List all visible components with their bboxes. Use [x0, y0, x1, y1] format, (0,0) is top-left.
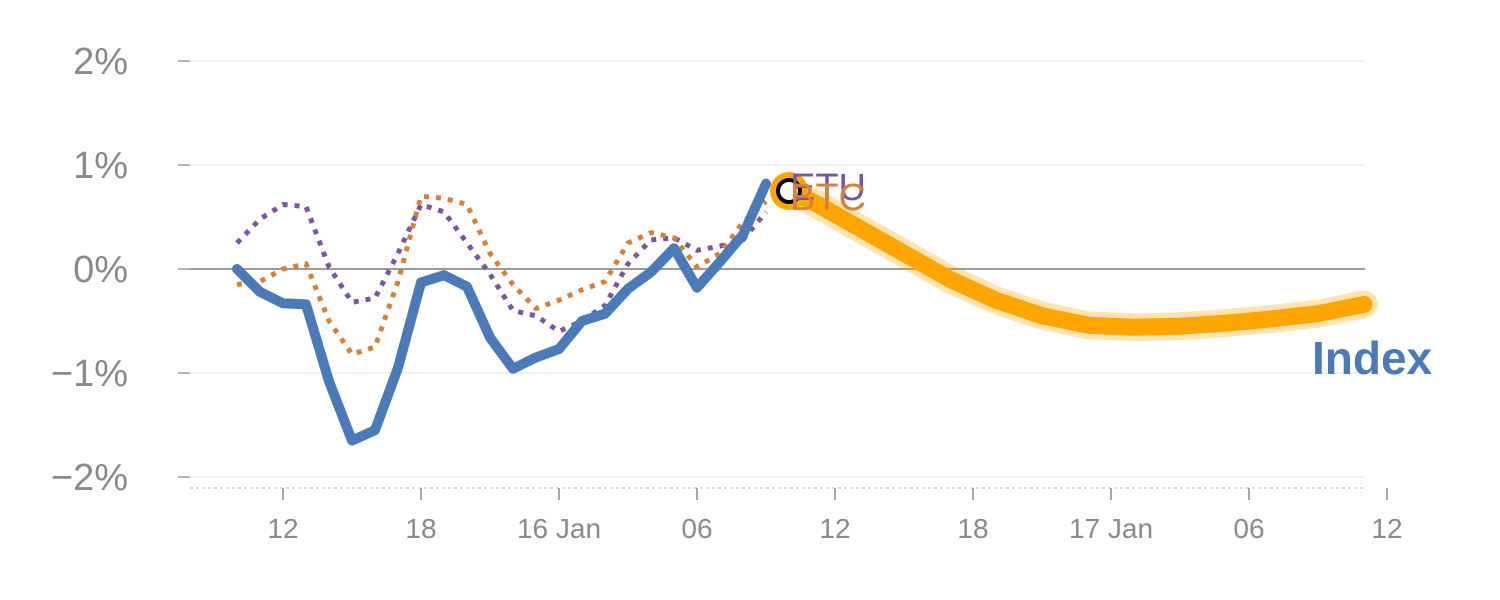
series-line-forecast-halo — [775, 177, 1378, 342]
y-axis: 2% 1% 0% −1% −2% — [51, 41, 190, 499]
x-tick-label: 17 Jan — [1069, 513, 1153, 544]
series-label-index: Index — [1312, 332, 1433, 384]
marker-point — [776, 178, 802, 204]
y-tick-label: 0% — [73, 249, 128, 291]
x-tick-label: 12 — [1371, 513, 1402, 544]
series-line-index — [232, 178, 771, 446]
y-tick-label: 1% — [73, 145, 128, 187]
series-label-btc: BTC — [790, 177, 866, 219]
x-tick-label: 06 — [1233, 513, 1264, 544]
x-tick-label: 16 Jan — [517, 513, 601, 544]
label-layer: ETU BTC Index — [790, 167, 1433, 384]
x-tick-label: 18 — [957, 513, 988, 544]
x-tick-label: 06 — [681, 513, 712, 544]
series-line-btc — [236, 193, 768, 357]
marker-layer — [770, 172, 808, 210]
series-label-etu: ETU — [790, 167, 866, 209]
gridlines — [190, 60, 1365, 478]
series-layer — [232, 177, 1378, 446]
y-tick-label: −2% — [51, 457, 128, 499]
x-axis: 12 18 16 Jan 06 12 18 17 Jan 06 12 — [190, 487, 1403, 544]
y-tick-label: −1% — [51, 353, 128, 395]
x-tick-label: 18 — [405, 513, 436, 544]
x-tick-label: 12 — [819, 513, 850, 544]
series-line-forecast — [780, 182, 1373, 336]
y-tick-label: 2% — [73, 41, 128, 83]
series-line-etu — [235, 202, 768, 334]
x-tick-label: 12 — [267, 513, 298, 544]
